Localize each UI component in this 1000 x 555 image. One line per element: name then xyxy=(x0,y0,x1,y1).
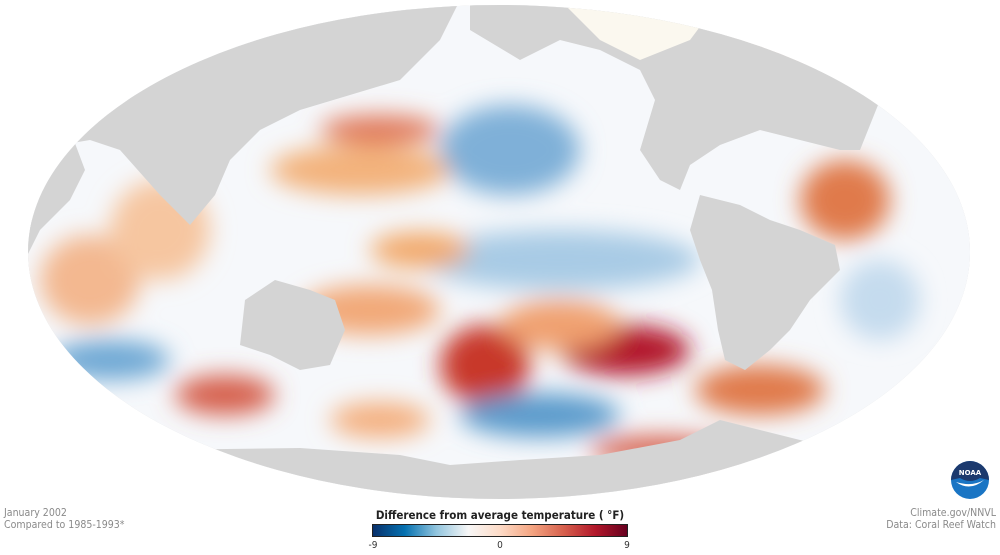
legend-mid-label: 0 xyxy=(497,540,503,551)
date-label: January 2002 xyxy=(4,507,67,519)
land-africa xyxy=(28,120,85,300)
data-source-label: Data: Coral Reef Watch xyxy=(886,519,996,531)
colorbar xyxy=(372,524,628,537)
legend-min-label: -9 xyxy=(368,540,378,551)
source-site-label: Climate.gov/NNVL xyxy=(910,507,996,519)
land-south-america xyxy=(690,195,840,370)
noaa-logo: NOAA xyxy=(951,461,989,499)
land-australia xyxy=(240,280,345,370)
ocean-anomaly-field xyxy=(28,5,970,499)
sea-surface-temperature-anomaly-map xyxy=(28,5,970,499)
legend-max-label: 9 xyxy=(624,540,630,551)
baseline-label: Compared to 1985-1993* xyxy=(4,519,125,531)
date-caption: January 2002 Compared to 1985-1993* xyxy=(4,507,125,531)
legend-title: Difference from average temperature ( °F… xyxy=(375,508,625,522)
svg-text:NOAA: NOAA xyxy=(959,469,982,477)
credit-caption: Climate.gov/NNVL Data: Coral Reef Watch xyxy=(886,507,996,531)
